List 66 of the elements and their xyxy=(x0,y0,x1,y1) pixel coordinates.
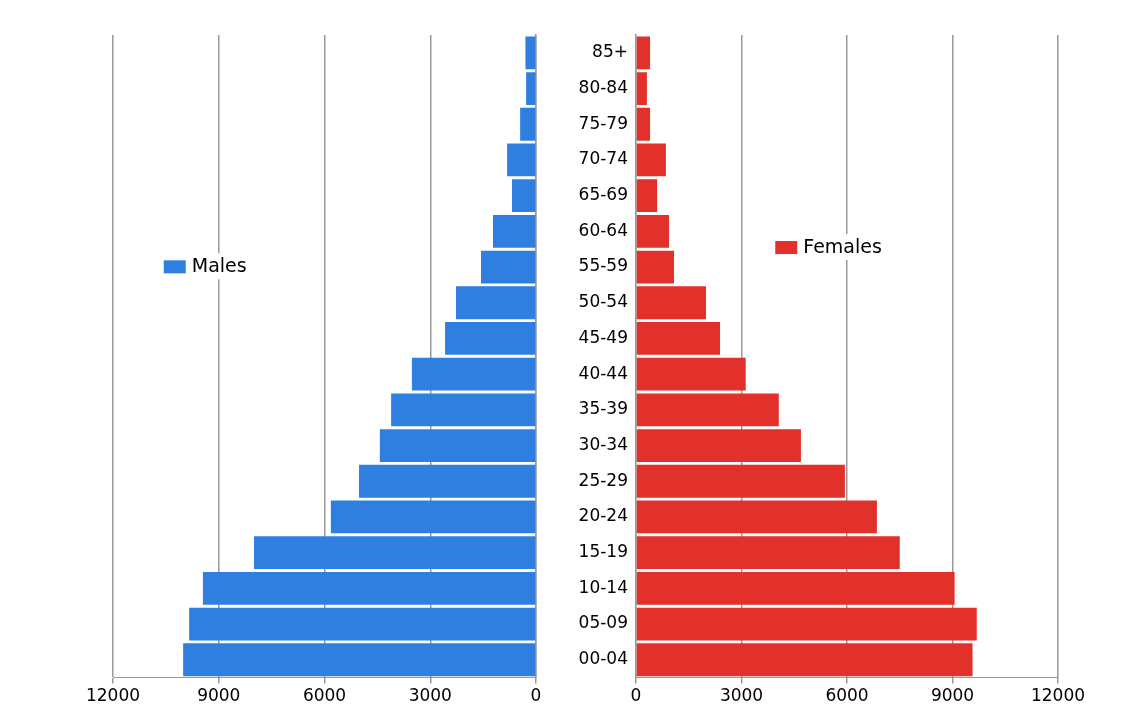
bar xyxy=(636,571,955,605)
bar xyxy=(636,107,651,141)
bar xyxy=(636,72,647,105)
x-tick-label: 9000 xyxy=(930,685,975,706)
bar xyxy=(636,500,877,534)
legend-label: Females xyxy=(803,235,882,257)
bar xyxy=(330,500,536,534)
y-tick-label: 55-59 xyxy=(578,255,628,276)
y-tick-label: 20-24 xyxy=(578,505,628,526)
y-tick-label: 15-19 xyxy=(578,541,628,562)
bar xyxy=(445,322,536,355)
bar xyxy=(636,393,779,427)
bar xyxy=(636,179,658,213)
x-tick-label: 0 xyxy=(530,685,542,706)
y-tick-label: 00-04 xyxy=(578,648,628,669)
legend-label: Males xyxy=(191,254,247,277)
bar xyxy=(636,607,977,641)
x-tick-label: 3000 xyxy=(719,685,764,706)
bar xyxy=(636,357,746,391)
x-tick-label: 12000 xyxy=(1030,685,1086,706)
bar xyxy=(520,107,536,141)
y-tick-label: 50-54 xyxy=(578,291,628,312)
bar xyxy=(493,214,536,248)
y-tick-label: 85+ xyxy=(592,41,628,62)
x-tick-label: 9000 xyxy=(197,685,241,706)
bar xyxy=(636,322,721,355)
x-tick-label: 0 xyxy=(630,685,642,706)
y-tick-label: 60-64 xyxy=(578,219,628,240)
y-tick-label: 65-69 xyxy=(578,184,628,205)
y-tick-label: 25-29 xyxy=(578,469,628,490)
x-tick-label: 6000 xyxy=(825,685,869,706)
bar xyxy=(189,607,536,641)
bar xyxy=(636,214,670,248)
y-tick-label: 35-39 xyxy=(578,398,628,419)
y-tick-label: 05-09 xyxy=(578,612,628,633)
y-tick-label: 10-14 xyxy=(578,576,628,597)
bar xyxy=(507,143,536,177)
y-tick-label: 75-79 xyxy=(578,112,628,133)
bar xyxy=(183,643,536,677)
x-tick-label: 3000 xyxy=(408,685,452,706)
bar xyxy=(636,429,801,462)
bar xyxy=(636,643,973,677)
bar xyxy=(379,429,536,462)
bar xyxy=(525,36,536,70)
bar xyxy=(359,464,536,498)
bar xyxy=(512,179,536,213)
bar xyxy=(636,250,674,284)
x-tick-label: 12000 xyxy=(85,685,141,706)
y-tick-label: 40-44 xyxy=(578,362,628,383)
bar xyxy=(481,250,536,284)
bar xyxy=(455,286,536,320)
y-tick-label: 45-49 xyxy=(578,326,628,347)
y-tick-label: 70-74 xyxy=(578,148,628,169)
x-tick-label: 6000 xyxy=(302,685,347,706)
bar xyxy=(636,36,651,70)
bar xyxy=(636,286,706,320)
y-tick-label: 30-34 xyxy=(578,433,628,454)
bar xyxy=(526,72,536,105)
bar xyxy=(636,143,666,177)
bar xyxy=(202,571,536,605)
bar xyxy=(636,536,900,570)
bar xyxy=(411,357,536,391)
bar xyxy=(391,393,536,427)
bar xyxy=(254,536,536,570)
bar xyxy=(636,464,845,498)
y-tick-label: 80-84 xyxy=(578,76,628,97)
